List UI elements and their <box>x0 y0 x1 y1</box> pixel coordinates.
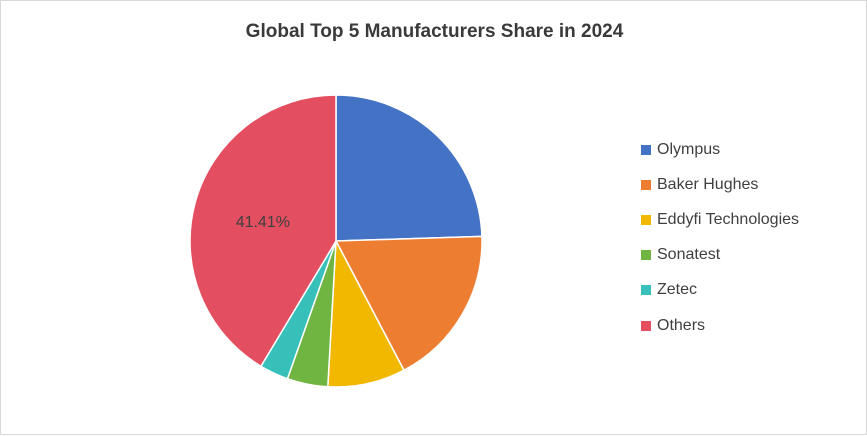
pie-slice-others <box>189 94 337 368</box>
data-label-others: 41.41% <box>236 214 290 231</box>
legend-label: Eddyfi Technologies <box>657 210 800 228</box>
pie-slice-baker-hughes <box>334 235 483 372</box>
legend-label: Zetec <box>657 281 698 299</box>
legend-label: Sonatest <box>657 246 721 264</box>
legend-swatch <box>641 250 651 261</box>
legend-label: Olympus <box>657 140 721 158</box>
legend-item: Eddyfi Technologies <box>641 202 799 237</box>
pie-slice-olympus <box>335 94 483 242</box>
legend-label: Others <box>657 316 706 334</box>
legend-swatch <box>641 285 651 296</box>
legend-swatch <box>641 214 651 225</box>
legend-item: Sonatest <box>641 238 799 273</box>
legend-item: Others <box>641 308 799 343</box>
chart-legend: Olympus Baker Hughes Eddyfi Technologies So… <box>641 132 799 343</box>
legend-swatch <box>641 179 651 190</box>
legend-label: Baker Hughes <box>657 175 759 193</box>
legend-swatch <box>641 144 651 155</box>
legend-item: Olympus <box>641 132 799 167</box>
legend-swatch <box>641 320 651 331</box>
legend-item: Baker Hughes <box>641 167 799 202</box>
legend-item: Zetec <box>641 273 799 308</box>
chart-title: Global Top 5 Manufacturers Share in 2024 <box>245 21 624 42</box>
